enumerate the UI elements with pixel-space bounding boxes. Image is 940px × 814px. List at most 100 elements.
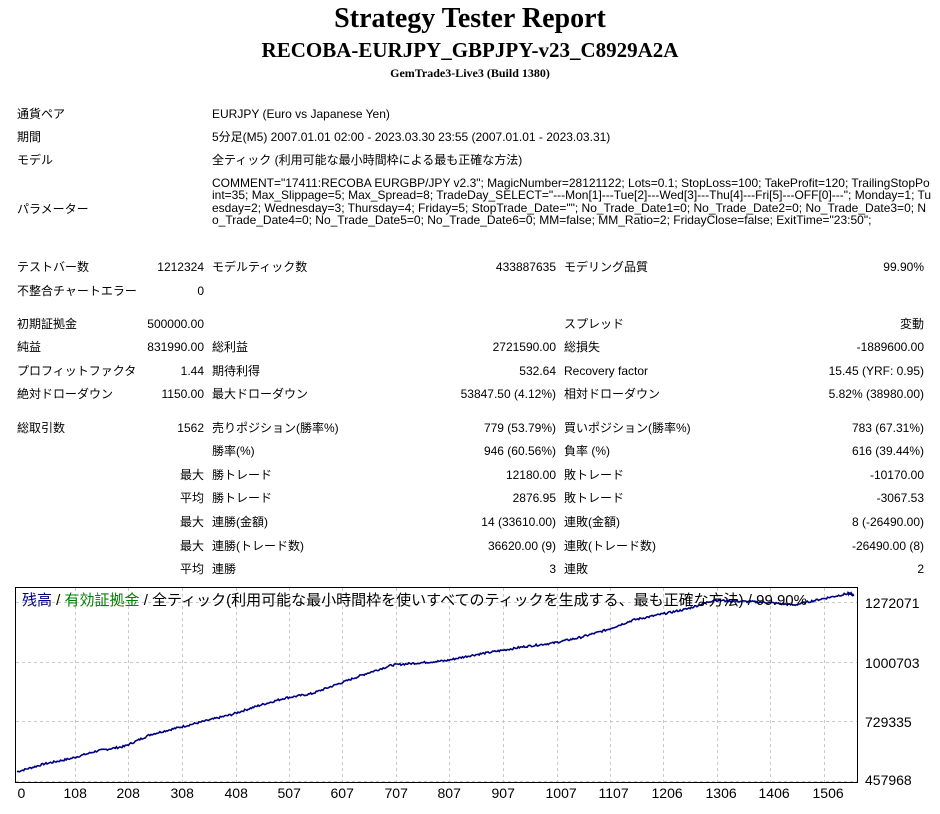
x-tick-label: 907 [491, 785, 515, 801]
recovery-factor-value: 15.45 (YRF: 0.95) [828, 364, 924, 378]
max-consec-wins-amount-value: 14 (33610.00) [481, 515, 556, 529]
x-tick-label: 1406 [758, 785, 790, 801]
short-positions-value: 779 (53.79%) [483, 421, 556, 435]
avg-consec-wins-value: 3 [549, 562, 556, 576]
legend-balance: 残高 [22, 592, 53, 609]
avg-consec-wins-label: 連勝 [212, 562, 237, 576]
relative-drawdown-value: 5.82% (38980.00) [828, 387, 924, 401]
parameters-label: パラメーター [17, 202, 89, 216]
x-tick-label: 108 [63, 785, 87, 801]
deposit-label: 初期証拠金 [17, 317, 78, 331]
avg-consec-losses-label: 連敗 [564, 562, 589, 576]
maximal-drawdown-value: 53847.50 (4.12%) [460, 387, 556, 401]
absolute-drawdown-label: 絶対ドローダウン [17, 387, 114, 401]
maximum-label: 最大 [179, 515, 204, 529]
x-tick-label: 507 [277, 785, 301, 801]
total-trades-label: 総取引数 [17, 421, 66, 435]
spread-label: スプレッド [564, 317, 625, 331]
chart-legend: 残高 / 有効証拠金 / 全ティック(利用可能な最小時間枠を使いすべてのティック… [22, 592, 807, 610]
x-tick-label: 208 [116, 785, 140, 801]
x-tick-label: 1206 [651, 785, 683, 801]
largest-loss-value: -10170.00 [869, 468, 924, 482]
short-positions-label: 売りポジション(勝率%) [212, 421, 339, 435]
parameters-value: COMMENT="17411:RECOBA EURGBP/JPY v2.3"; … [212, 176, 932, 228]
x-tick-label: 308 [170, 785, 194, 801]
max-consec-wins-count-label: 連勝(トレード数) [212, 539, 304, 553]
expected-payoff-value: 532.64 [519, 364, 556, 378]
balance-line [16, 590, 855, 773]
gross-profit-value: 2721590.00 [492, 340, 556, 354]
maximal-drawdown-label: 最大ドローダウン [212, 387, 309, 401]
average-loss-value: -3067.53 [876, 491, 924, 505]
win-rate-value: 946 (60.56%) [483, 444, 556, 458]
model-value: 全ティック (利用可能な最小時間枠による最も正確な方法) [212, 153, 523, 167]
max-consec-wins-amount-label: 連勝(金額) [212, 515, 268, 529]
legend-equity: 有効証拠金 [64, 592, 140, 609]
max-consec-losses-count-value: -26490.00 (8) [851, 539, 924, 553]
relative-drawdown-label: 相対ドローダウン [564, 387, 661, 401]
x-tick-label: 408 [224, 785, 248, 801]
x-tick-label: 1306 [705, 785, 737, 801]
largest-win-value: 12180.00 [505, 468, 556, 482]
ticks-value: 433887635 [495, 260, 556, 274]
average-loss-label: 敗トレード [564, 491, 625, 505]
bars-label: テストバー数 [17, 260, 90, 274]
max-consec-losses-amount-value: 8 (-26490.00) [851, 515, 924, 529]
mismatch-value: 0 [197, 284, 204, 298]
total-trades-value: 1562 [177, 421, 204, 435]
average-label: 平均 [179, 491, 204, 505]
max-consec-wins-count-value: 36620.00 (9) [487, 539, 556, 553]
y-tick-label: 1272071 [865, 594, 920, 611]
average-win-label: 勝トレード [212, 491, 273, 505]
net-profit-value: 831990.00 [147, 340, 204, 354]
largest-label: 最大 [179, 468, 204, 482]
balance-chart [15, 587, 858, 783]
quality-value: 99.90% [883, 260, 924, 274]
period-value: 5分足(M5) 2007.01.01 02:00 - 2023.03.30 23… [212, 130, 611, 144]
avg-consec-losses-value: 2 [917, 562, 924, 576]
gross-loss-label: 総損失 [564, 340, 601, 354]
mismatch-label: 不整合チャートエラー [17, 284, 137, 298]
x-tick-label: 1506 [812, 785, 844, 801]
legend-separator: / [52, 592, 65, 609]
y-tick-label: 1000703 [865, 654, 920, 671]
y-tick-label: 457968 [865, 772, 912, 788]
net-profit-label: 純益 [17, 340, 42, 354]
average-consec-label: 平均 [179, 562, 204, 576]
average-win-value: 2876.95 [512, 491, 556, 505]
model-label: モデル [17, 153, 54, 167]
profit-factor-label: プロフィットファクタ [17, 364, 137, 378]
gross-profit-label: 総利益 [212, 340, 249, 354]
long-positions-label: 買いポジション(勝率%) [564, 421, 691, 435]
max-consec-losses-amount-label: 連敗(金額) [564, 515, 620, 529]
y-tick-label: 729335 [865, 713, 912, 730]
report-title: Strategy Tester Report [334, 3, 606, 34]
legend-description: / 全ティック(利用可能な最小時間枠を使いすべてのティックを生成する、最も正確な… [139, 592, 807, 609]
chart-frame [15, 587, 858, 783]
expected-payoff-label: 期待利得 [212, 364, 261, 378]
largest-loss-label: 敗トレード [564, 468, 625, 482]
x-tick-label: 1107 [598, 785, 629, 801]
deposit-value: 500000.00 [147, 317, 204, 331]
bars-value: 1212324 [157, 260, 204, 274]
x-tick-label: 0 [17, 785, 26, 801]
loss-rate-label: 負率 (%) [564, 444, 610, 458]
max-consec-losses-count-label: 連敗(トレード数) [564, 539, 656, 553]
loss-rate-value: 616 (39.44%) [851, 444, 924, 458]
win-rate-label: 勝率(%) [212, 444, 255, 458]
server-build: GemTrade3-Live3 (Build 1380) [390, 66, 550, 80]
profit-factor-value: 1.44 [180, 364, 204, 378]
absolute-drawdown-value: 1150.00 [161, 387, 205, 401]
symbol-value: EURJPY (Euro vs Japanese Yen) [212, 107, 390, 121]
largest-win-label: 勝トレード [212, 468, 273, 482]
x-tick-label: 607 [330, 785, 354, 801]
long-positions-value: 783 (67.31%) [851, 421, 924, 435]
quality-label: モデリング品質 [564, 260, 649, 274]
recovery-factor-label: Recovery factor [564, 364, 649, 378]
x-tick-label: 807 [437, 785, 461, 801]
spread-value: 変動 [899, 317, 924, 331]
x-tick-label: 707 [384, 785, 408, 801]
maximal-label: 最大 [179, 539, 204, 553]
x-tick-label: 1007 [545, 785, 577, 801]
symbol-label: 通貨ペア [17, 107, 66, 121]
